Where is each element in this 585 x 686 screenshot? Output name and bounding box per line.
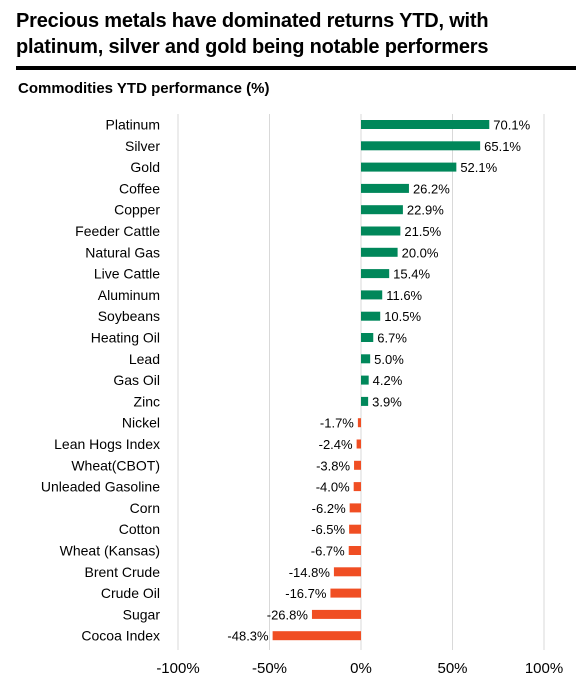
bar [361,183,409,193]
gridlines [177,114,545,650]
bar [361,269,390,279]
value-label: 22.9% [407,203,444,218]
bar [361,375,369,385]
category-label: Soybeans [98,308,160,324]
category-label: Corn [130,500,160,516]
category-label: Copper [114,202,160,218]
value-label: -1.7% [320,416,354,431]
value-label: 65.1% [484,139,521,154]
category-label: Live Cattle [94,266,160,282]
chart-headline: Precious metals have dominated returns Y… [16,10,489,58]
value-label: 3.9% [372,394,402,409]
value-label: 11.6% [386,288,422,303]
value-label: -4.0% [316,480,350,495]
bar [349,524,361,534]
category-label: Crude Oil [101,585,160,601]
bar [361,333,374,342]
category-label: Heating Oil [91,330,160,346]
bar [361,226,401,236]
category-label: Brent Crude [85,564,161,580]
bar [361,162,457,172]
x-tick-label: 100% [525,660,563,677]
value-label: -14.8% [289,565,331,580]
value-label: 52.1% [460,160,497,175]
value-label: -6.5% [311,522,345,537]
value-label: 15.4% [393,267,430,282]
value-label: 5.0% [374,352,404,367]
value-label: 21.5% [404,224,441,239]
value-label: -26.8% [267,607,309,622]
category-label: Platinum [106,117,160,133]
category-label: Aluminum [98,287,160,303]
category-label: Silver [125,138,160,154]
value-label: -6.2% [312,501,346,516]
bar [354,460,361,470]
bar [311,609,361,619]
chart-title: Commodities YTD performance (%) [18,80,270,97]
value-label: 20.0% [402,245,439,260]
headline-divider [16,66,576,70]
category-label: Sugar [123,606,161,622]
value-label: 10.5% [384,309,421,324]
bar [333,567,361,577]
value-label: -6.7% [311,544,345,559]
x-tick-label: 50% [437,660,467,677]
bar [361,120,490,129]
value-label: -3.8% [316,458,350,473]
bar [353,482,361,492]
category-label: Lean Hogs Index [54,436,160,452]
bar [349,503,361,513]
category-label: Wheat(CBOT) [71,457,160,473]
category-label: Natural Gas [85,244,160,260]
category-label: Cocoa Index [81,628,160,644]
bar [361,141,481,151]
value-label: -48.3% [227,629,269,644]
category-label: Feeder Cattle [75,223,160,239]
category-label: Coffee [119,180,160,196]
bar [357,418,361,428]
bar [361,247,398,257]
x-tick-label: 0% [350,660,372,677]
bar [272,631,361,641]
bar [356,439,361,449]
category-label: Zinc [134,393,160,409]
category-label: Unleaded Gasoline [41,479,160,495]
value-label: -16.7% [285,586,327,601]
bar [348,546,361,555]
x-tick-label: -50% [252,660,287,677]
category-label: Nickel [122,415,160,431]
bar [330,588,361,598]
value-label: 6.7% [377,331,407,346]
category-label: Gas Oil [113,372,160,388]
category-label: Lead [129,351,160,367]
category-label: Gold [130,159,160,175]
bar [361,311,381,321]
value-label: 4.2% [373,373,403,388]
category-label: Wheat (Kansas) [60,543,160,559]
bar [361,396,369,406]
bar [361,290,383,300]
value-label: 70.1% [493,118,530,133]
category-label: Cotton [119,521,160,537]
bar [361,354,371,364]
labels: -100% -50% 0% 50% 100% Platinum 70.1% Silver 65.… [41,117,563,678]
x-tick-label: -100% [156,660,199,677]
value-label: 26.2% [413,181,450,196]
value-label: -2.4% [319,437,353,452]
bar [361,205,403,215]
bars [272,120,490,641]
